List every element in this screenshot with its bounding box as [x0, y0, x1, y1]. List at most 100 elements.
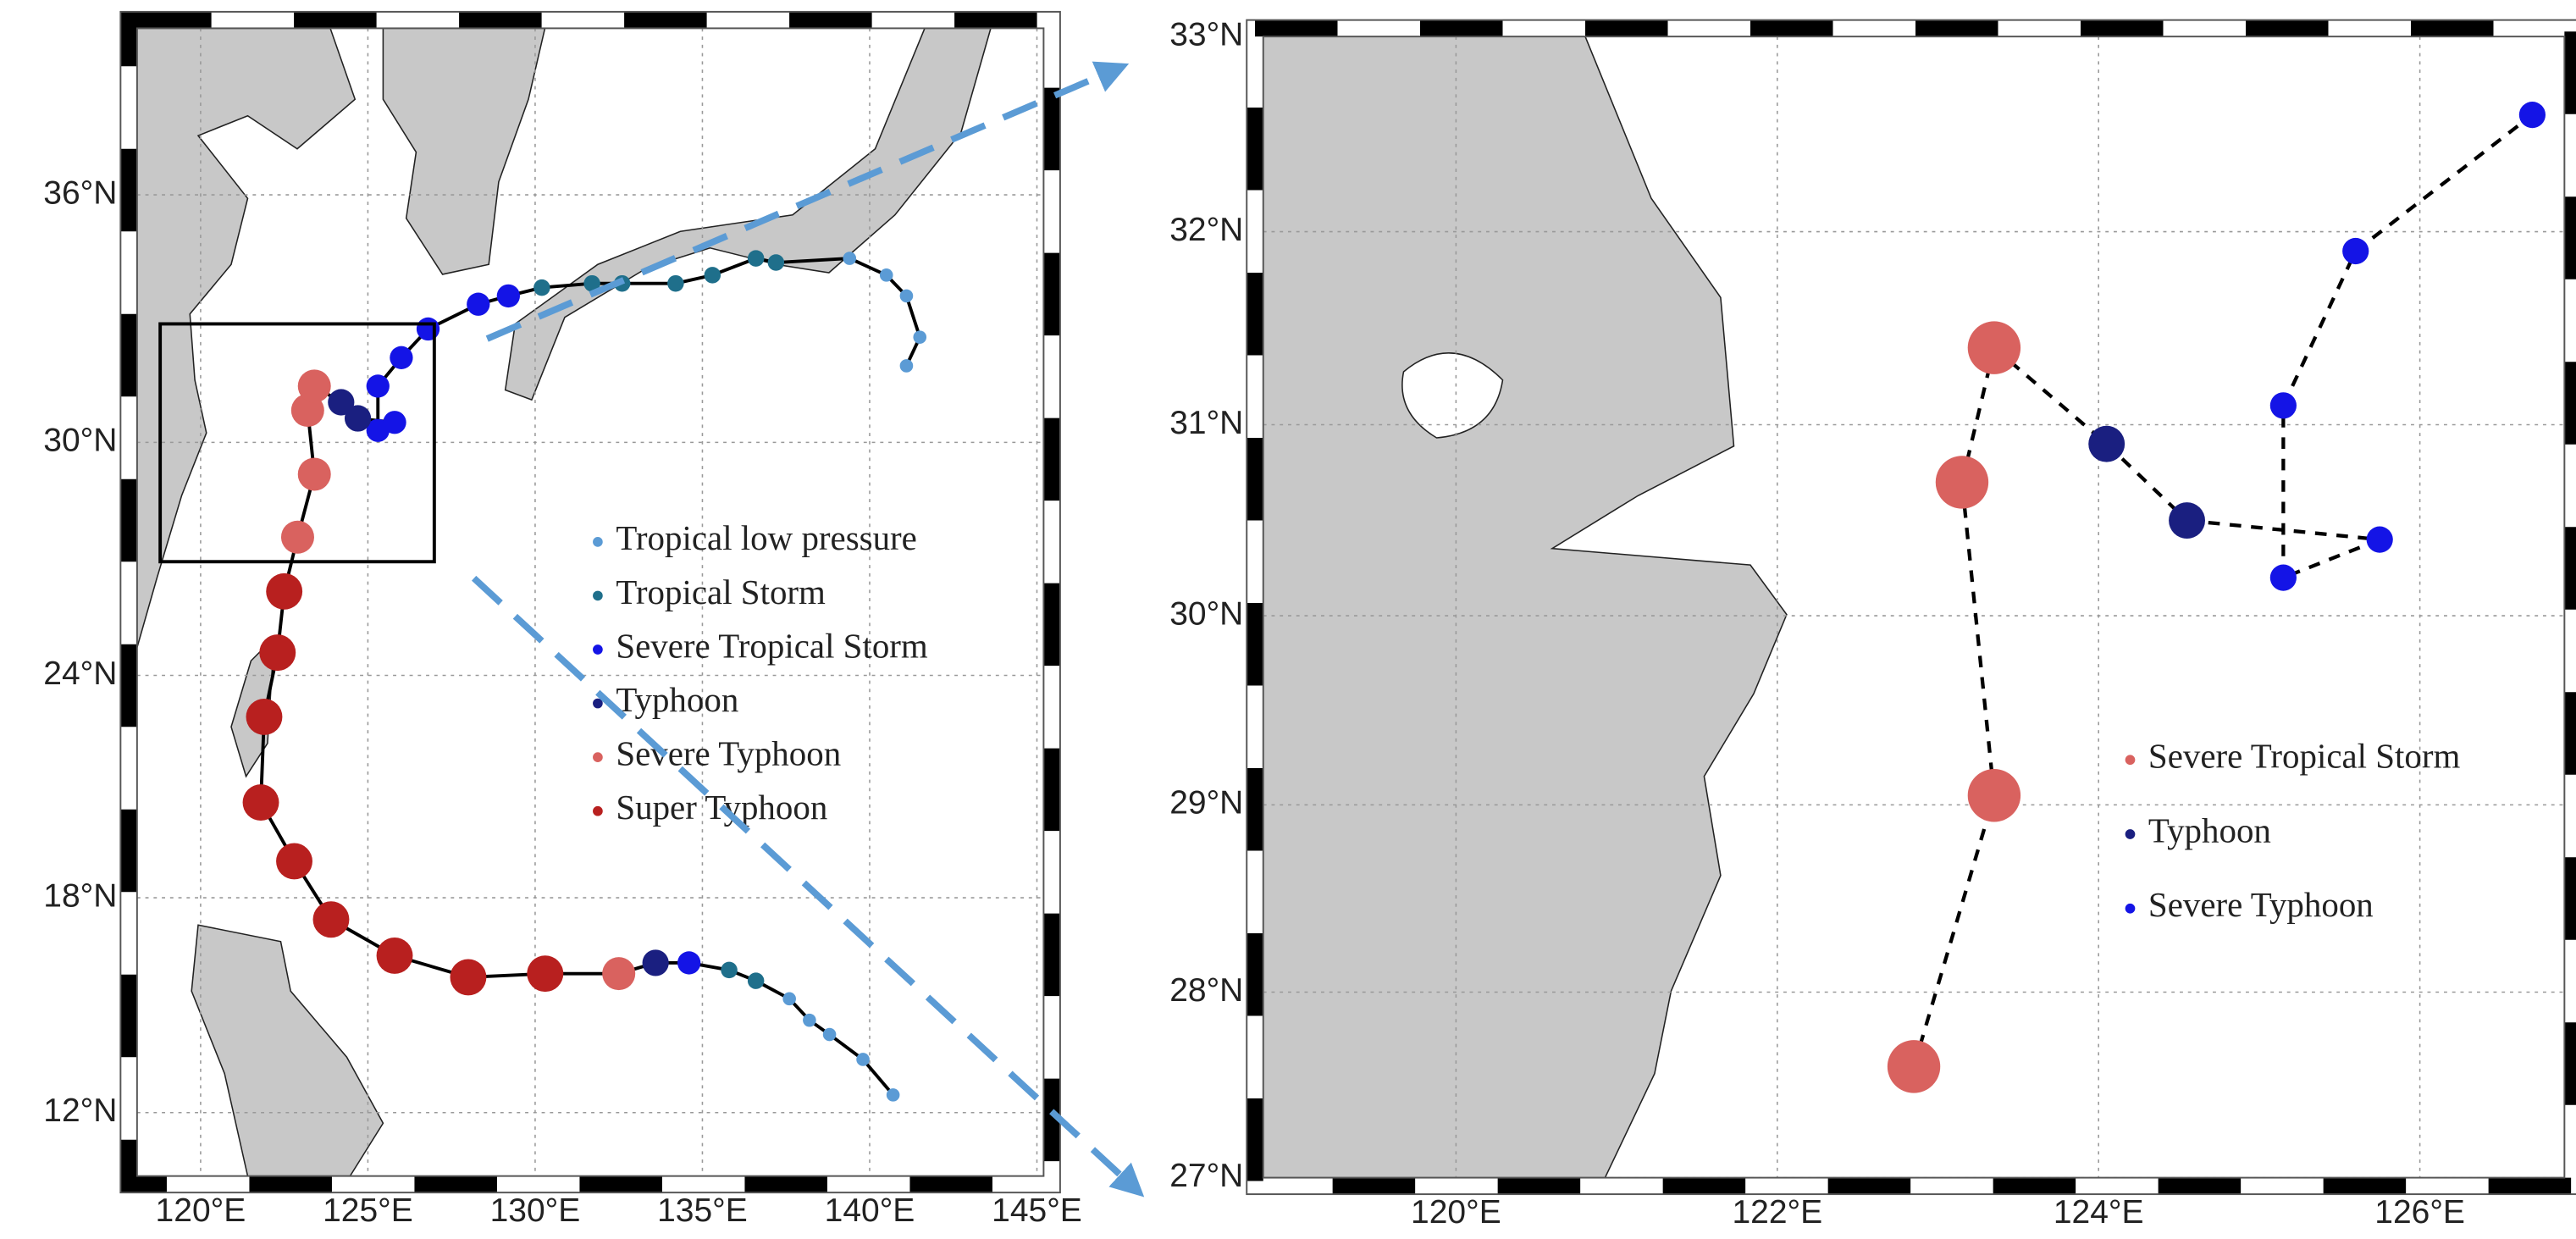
- frame: [1246, 19, 2576, 1196]
- x-tick-label: 126°E: [2374, 1194, 2465, 1231]
- track-point: [2169, 502, 2205, 539]
- track-segment: [2282, 538, 2380, 580]
- y-tick-label: 33°N: [1169, 16, 1243, 53]
- legend-label: Tropical Storm: [616, 573, 826, 611]
- track-point: [886, 1088, 900, 1102]
- track-point: [721, 961, 738, 979]
- track-point: [913, 330, 927, 344]
- plot-layer: 120°E 125°E 130°E 135°E 140°E 145°E 12°N 18°N 24…: [43, 10, 2576, 1231]
- frame: [1262, 36, 2566, 1179]
- x-tick-label: 130°E: [490, 1192, 581, 1229]
- track-point: [704, 267, 721, 284]
- legend-label: Severe Tropical Storm: [616, 627, 928, 665]
- track-point: [242, 784, 279, 821]
- x-tick-label: 120°E: [156, 1192, 246, 1229]
- track-point: [1935, 456, 1989, 509]
- track-point: [677, 951, 701, 975]
- track-segment: [2354, 113, 2534, 253]
- legend-marker: [593, 644, 603, 655]
- legend-label: Typhoon: [2148, 811, 2271, 849]
- track-point: [276, 843, 312, 880]
- track-point: [366, 374, 390, 398]
- track-point: [1887, 1040, 1941, 1093]
- track-segment: [776, 257, 850, 264]
- track-point: [2269, 392, 2297, 419]
- track-point: [266, 572, 303, 610]
- track-point: [583, 274, 600, 292]
- track-point: [467, 292, 490, 316]
- legend-label: Severe Tropical Storm: [2148, 738, 2461, 776]
- legend-label: Tropical low pressure: [616, 519, 917, 557]
- track-segment: [904, 295, 922, 338]
- zoom-arrow: [485, 61, 1130, 342]
- track-segment: [861, 1058, 895, 1097]
- track-point: [667, 274, 684, 292]
- track-point: [2269, 564, 2297, 591]
- track-point: [899, 359, 914, 373]
- track-point: [747, 250, 765, 267]
- track-segment: [2105, 442, 2189, 523]
- track-point: [527, 955, 564, 993]
- track-point: [328, 389, 355, 416]
- track-segment: [1911, 794, 1996, 1067]
- track-segment: [1960, 482, 1997, 796]
- track-point: [1967, 321, 2021, 374]
- track-point: [782, 992, 796, 1006]
- track-segment: [849, 257, 887, 277]
- track-point: [767, 254, 785, 271]
- track-segment: [541, 281, 593, 290]
- x-tick-label: 135°E: [657, 1192, 748, 1229]
- track-point: [642, 949, 669, 976]
- y-tick-label: 24°N: [43, 655, 117, 692]
- y-tick-label: 29°N: [1169, 785, 1243, 821]
- frame: [1247, 19, 2576, 1195]
- y-tick-label: 27°N: [1169, 1158, 1243, 1194]
- legend-label: Severe Typhoon: [2148, 886, 2374, 924]
- track-point: [879, 268, 893, 282]
- inset-box: [158, 322, 436, 564]
- track-point: [312, 901, 350, 938]
- frame: [135, 27, 1045, 1177]
- x-tick-label: 145°E: [992, 1192, 1082, 1229]
- track-point: [259, 634, 296, 672]
- legend-marker: [593, 805, 603, 816]
- frame: [119, 10, 1061, 1194]
- legend-marker: [2125, 829, 2136, 839]
- zoom-arrow: [472, 575, 1145, 1198]
- x-tick-label: 120°E: [1411, 1194, 1501, 1231]
- legend-label: Typhoon: [616, 681, 738, 719]
- track-point: [2088, 425, 2125, 462]
- legend-marker: [593, 537, 603, 547]
- y-tick-label: 31°N: [1169, 405, 1243, 441]
- land-left: [136, 28, 992, 1176]
- track-point: [297, 457, 331, 491]
- y-tick-label: 30°N: [43, 423, 117, 459]
- x-tick-label: 124°E: [2054, 1194, 2144, 1231]
- legend-marker: [593, 752, 603, 762]
- track-point: [344, 405, 372, 432]
- track-point: [280, 520, 314, 554]
- track-point: [602, 957, 636, 991]
- y-tick-label: 36°N: [43, 174, 117, 211]
- y-tick-label: 18°N: [43, 877, 117, 914]
- track-point: [1967, 769, 2021, 822]
- y-tick-label: 12°N: [43, 1092, 117, 1129]
- track-point: [533, 279, 550, 296]
- track-point: [856, 1053, 870, 1066]
- track-point: [496, 284, 520, 308]
- track-segment: [828, 1032, 865, 1061]
- x-tick-label: 125°E: [323, 1192, 413, 1229]
- y-tick-label: 32°N: [1169, 212, 1243, 248]
- track-point: [899, 289, 914, 303]
- track-point: [2366, 526, 2393, 553]
- track-point: [450, 959, 487, 996]
- legend-marker: [593, 698, 603, 709]
- x-tick-label: 122°E: [1732, 1194, 1822, 1231]
- track-point: [416, 317, 440, 341]
- legend-marker: [2125, 903, 2136, 914]
- track-point: [2342, 237, 2369, 265]
- track-point: [803, 1013, 816, 1027]
- track-point: [822, 1027, 837, 1042]
- track-segment: [2281, 250, 2358, 407]
